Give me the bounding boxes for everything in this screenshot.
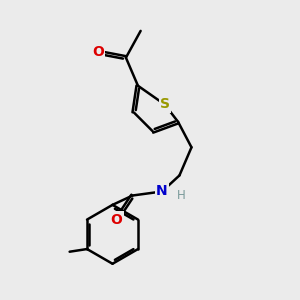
Text: H: H — [176, 189, 185, 202]
Text: N: N — [156, 184, 168, 199]
Text: S: S — [160, 98, 170, 112]
Text: O: O — [92, 45, 104, 59]
Text: O: O — [111, 213, 122, 226]
